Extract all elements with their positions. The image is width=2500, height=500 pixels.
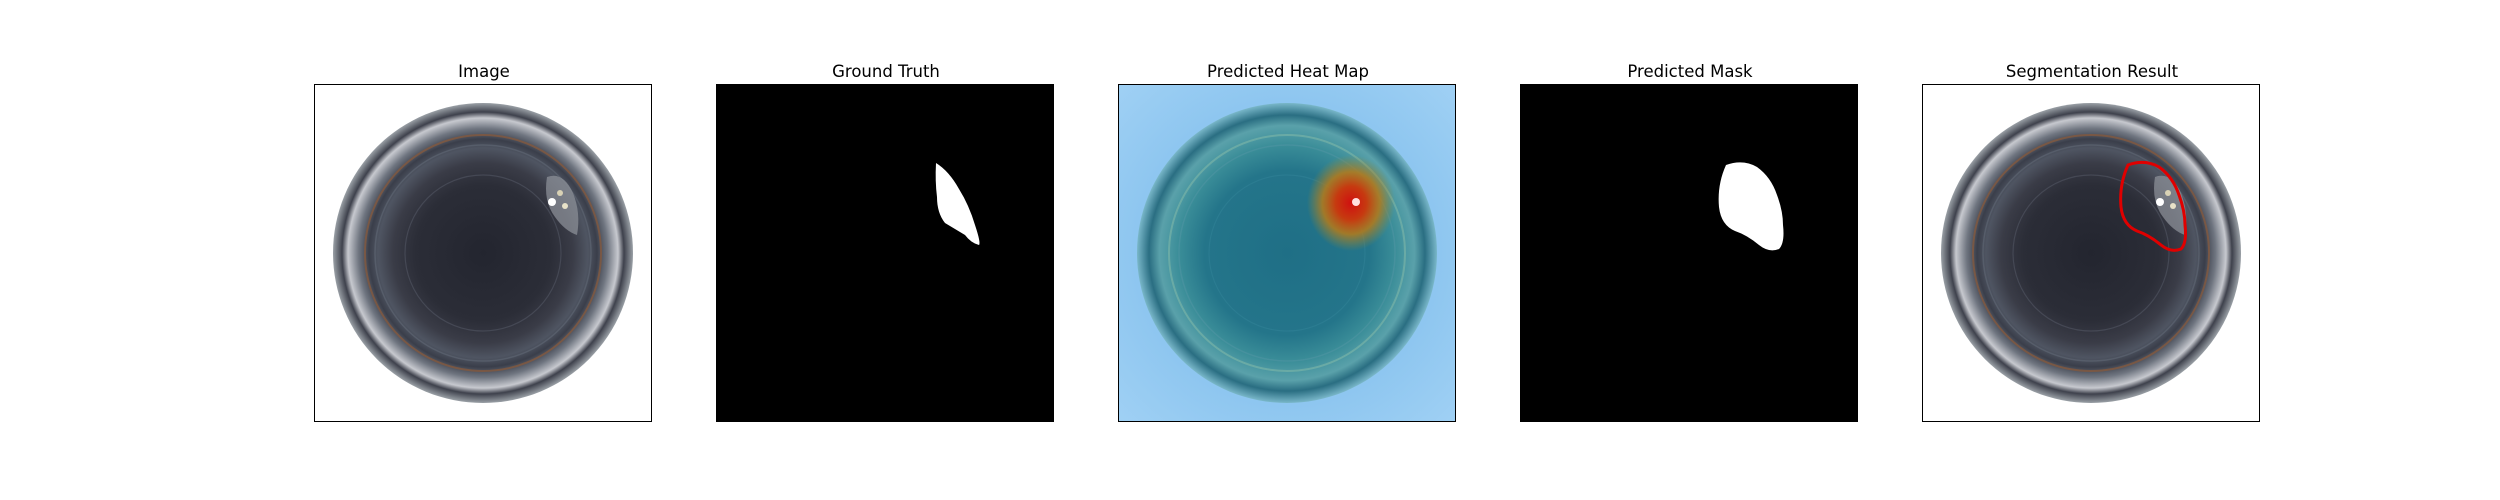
segmentation-overlay <box>1923 85 2259 421</box>
image-frame <box>314 84 652 422</box>
panel-heat-map: Predicted Heat Map <box>1118 60 1458 422</box>
panel-segmentation-result: Segmentation Result <box>1922 60 2262 422</box>
panel-title-segmentation-result: Segmentation Result <box>2005 62 2179 81</box>
panel-title-heat-map: Predicted Heat Map <box>1207 62 1369 81</box>
predicted-mask-frame <box>1520 84 1858 422</box>
panel-title-ground-truth: Ground Truth <box>832 62 940 81</box>
ground-truth-frame <box>716 84 1054 422</box>
heat-map-overlay <box>1119 85 1455 421</box>
heat-map-frame <box>1118 84 1456 422</box>
panel-title-predicted-mask: Predicted Mask <box>1627 62 1753 81</box>
panel-ground-truth: Ground Truth <box>716 60 1056 422</box>
segmentation-contour <box>2119 160 2187 252</box>
panel-image: Image <box>314 60 654 422</box>
bottle-photo <box>315 85 651 421</box>
segmentation-result-frame <box>1922 84 2260 422</box>
ground-truth-mask <box>717 85 1053 421</box>
panel-predicted-mask: Predicted Mask <box>1520 60 1860 422</box>
predicted-mask <box>1521 85 1857 421</box>
panel-title-image: Image <box>458 62 510 81</box>
